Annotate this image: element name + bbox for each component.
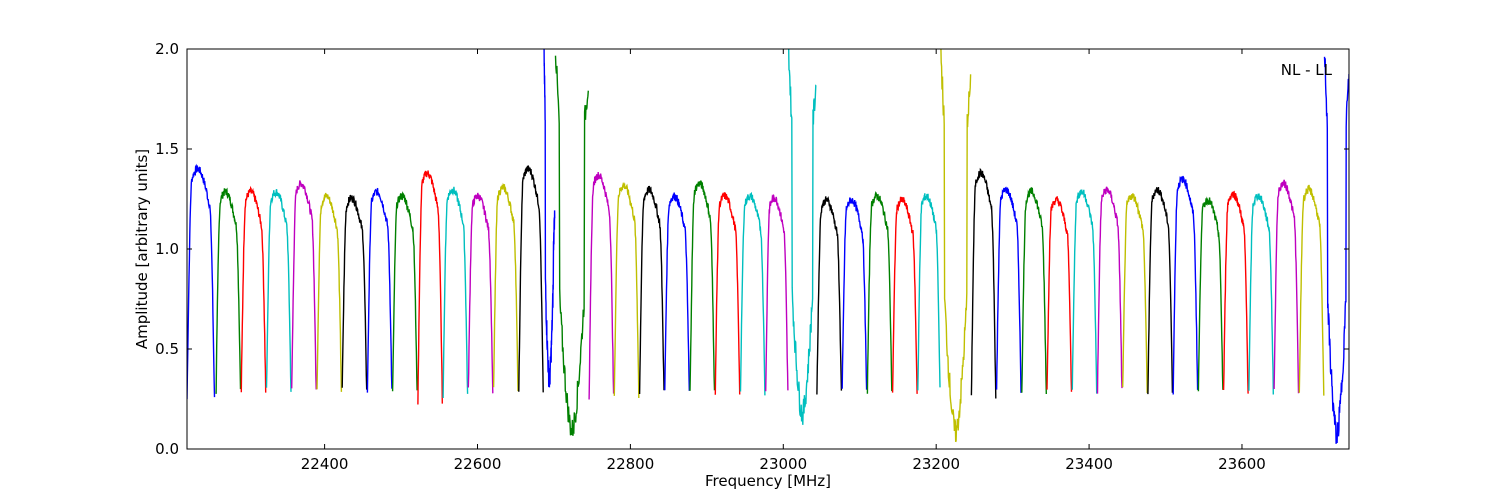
x-tick-label: 22400	[301, 455, 349, 473]
x-tick-label: 22800	[607, 455, 655, 473]
series-line-subband	[1197, 196, 1224, 392]
series-line-subband	[940, 49, 972, 443]
series-layer	[187, 49, 1349, 444]
x-axis: 22400 22600 22800 23000 23200 23400 23600	[301, 49, 1266, 473]
series-line-subband	[417, 170, 443, 405]
series-line-subband	[866, 191, 893, 394]
y-tick-label: 1.5	[155, 140, 179, 158]
y-tick-label: 0.0	[155, 440, 179, 458]
series-line-subband	[638, 185, 665, 395]
series-line-subband	[1298, 184, 1325, 396]
series-line-subband	[1172, 175, 1199, 395]
x-tick-label: 23000	[759, 455, 807, 473]
series-line-subband	[1021, 186, 1047, 395]
series-line-subband	[714, 191, 741, 395]
x-tick-label: 22600	[454, 455, 502, 473]
series-line-subband	[787, 49, 817, 425]
series-line-subband	[1323, 56, 1349, 444]
series-line-subband	[1122, 193, 1148, 394]
x-tick-label: 23200	[912, 455, 960, 473]
y-axis-label: Amplitude [arbitrary units]	[133, 149, 151, 349]
x-axis-label: Frequency [MHz]	[705, 472, 831, 490]
series-line-subband	[391, 191, 418, 392]
series-line-subband	[995, 186, 1022, 393]
series-line-subband	[291, 180, 317, 390]
series-line-subband	[543, 49, 556, 388]
series-line-subband	[613, 181, 640, 399]
y-axis: 0.0 0.5 1.0 1.5 2.0	[155, 40, 1349, 458]
series-line-subband	[891, 196, 918, 394]
series-line-subband	[341, 194, 368, 390]
series-line-subband	[442, 186, 469, 399]
series-line-subband	[739, 191, 766, 396]
series-line-subband	[215, 187, 242, 394]
series-line-subband	[492, 182, 519, 392]
series-line-subband	[664, 192, 690, 391]
x-tick-label: 23600	[1218, 455, 1266, 473]
series-line-subband	[554, 55, 589, 436]
series-line-subband	[765, 194, 789, 392]
series-line-subband	[689, 180, 716, 391]
series-line-subband	[1248, 193, 1274, 395]
x-tick-label: 23400	[1065, 455, 1113, 473]
series-line-subband	[816, 196, 843, 395]
y-tick-label: 0.5	[155, 340, 179, 358]
series-line-subband	[1071, 189, 1098, 394]
series-line-subband	[1222, 190, 1249, 394]
series-line-subband	[970, 167, 997, 399]
series-line-subband	[265, 188, 292, 392]
series-line-subband	[187, 163, 216, 400]
series-line-subband	[518, 165, 544, 393]
series-line-subband	[1046, 196, 1073, 392]
series-line-subband	[1147, 186, 1174, 395]
chart-annotation: NL - LL	[1281, 61, 1333, 79]
series-line-subband	[1096, 186, 1123, 394]
series-line-subband	[917, 193, 941, 391]
series-line-subband	[841, 197, 868, 390]
y-tick-label: 2.0	[155, 40, 179, 58]
series-line-subband	[1273, 179, 1300, 394]
series-line-subband	[240, 185, 267, 393]
series-line-subband	[588, 171, 615, 400]
series-line-subband	[316, 192, 343, 392]
series-line-subband	[366, 187, 393, 393]
series-line-subband	[467, 192, 494, 394]
y-tick-label: 1.0	[155, 240, 179, 258]
